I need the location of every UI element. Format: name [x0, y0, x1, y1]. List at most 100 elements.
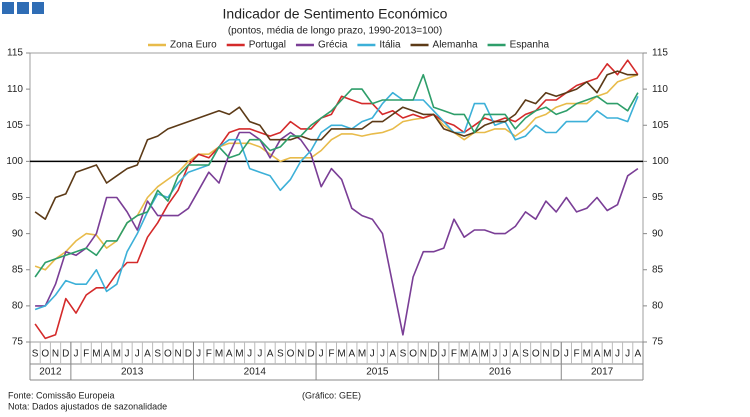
legend-label: Itália [379, 40, 401, 51]
chart-subtitle: (pontos, média de longo prazo, 1990-2013… [228, 26, 442, 37]
x-tick-label: M [92, 349, 100, 360]
x-tick-label: O [41, 349, 49, 360]
x-tick-label: M [460, 349, 468, 360]
x-tick-label: F [83, 349, 89, 360]
year-label: 2014 [244, 367, 267, 378]
logo-square [2, 2, 14, 14]
x-tick-label: D [185, 349, 192, 360]
series-line [34, 70, 638, 220]
legend-label: Zona Euro [170, 40, 217, 51]
series-line [35, 131, 639, 336]
y-tick-label: 100 [6, 156, 23, 167]
x-tick-label: J [492, 349, 497, 360]
chart-title: Indicador de Sentimento Económico [223, 6, 448, 22]
x-tick-label: J [319, 349, 324, 360]
x-tick-label: A [348, 349, 355, 360]
credit: (Gráfico: GEE) [302, 390, 361, 400]
x-tick-label: O [164, 349, 172, 360]
x-tick-label: S [522, 349, 529, 360]
logo-square [32, 2, 44, 14]
legend-label: Portugal [249, 40, 286, 51]
x-tick-label: N [297, 349, 304, 360]
x-tick-label: A [226, 349, 233, 360]
x-tick-label: J [247, 349, 252, 360]
x-tick-label: M [583, 349, 591, 360]
year-label: 2016 [489, 367, 512, 378]
y2-tick-label: 105 [652, 120, 669, 131]
x-tick-label: S [400, 349, 407, 360]
y2-tick-label: 95 [652, 192, 664, 203]
series-line [34, 73, 639, 278]
source: Fonte: Comissão Europeia [8, 390, 115, 400]
plot-frame [29, 52, 644, 343]
x-tick-label: F [206, 349, 212, 360]
year-label: 2017 [591, 367, 614, 378]
x-tick-label: O [287, 349, 295, 360]
x-tick-label: A [267, 349, 274, 360]
x-tick-label: D [553, 349, 560, 360]
logo-square [17, 2, 29, 14]
x-tick-label: F [328, 349, 334, 360]
x-tick-label: J [125, 349, 130, 360]
y-tick-label: 90 [12, 228, 24, 239]
x-tick-label: N [52, 349, 59, 360]
x-tick-label: A [471, 349, 478, 360]
x-tick-label: D [62, 349, 69, 360]
x-tick-label: J [564, 349, 569, 360]
y2-tick-label: 75 [652, 337, 664, 348]
series-line [34, 91, 639, 311]
y2-tick-label: 80 [652, 301, 664, 312]
legend-label: Espanha [510, 40, 550, 51]
x-tick-label: F [574, 349, 580, 360]
y-tick-label: 95 [12, 192, 24, 203]
x-tick-label: M [358, 349, 366, 360]
legend-label: Grécia [318, 40, 348, 51]
x-tick-label: J [615, 349, 620, 360]
y-tick-label: 110 [7, 84, 23, 95]
x-tick-label: M [215, 349, 223, 360]
x-tick-label: J [370, 349, 375, 360]
year-label: 2012 [39, 367, 62, 378]
x-tick-label: A [512, 349, 519, 360]
x-tick-label: S [154, 349, 161, 360]
y2-tick-label: 110 [652, 84, 668, 95]
x-tick-label: A [103, 349, 110, 360]
x-tick-label: M [235, 349, 243, 360]
x-tick-label: D [307, 349, 314, 360]
x-tick-label: A [594, 349, 601, 360]
y2-tick-label: 90 [652, 228, 664, 239]
x-tick-label: N [175, 349, 182, 360]
x-tick-label: M [603, 349, 611, 360]
note: Nota: Dados ajustados de sazonalidade [8, 401, 167, 411]
y-tick-label: 85 [12, 264, 24, 275]
x-tick-label: S [277, 349, 284, 360]
x-tick-label: S [32, 349, 39, 360]
x-tick-label: M [337, 349, 345, 360]
x-tick-label: M [113, 349, 121, 360]
legend-label: Alemanha [433, 40, 478, 51]
x-tick-label: J [503, 349, 508, 360]
x-tick-label: M [480, 349, 488, 360]
x-tick-label: J [196, 349, 201, 360]
x-tick-label: J [625, 349, 630, 360]
series-line [34, 59, 639, 340]
y2-tick-label: 85 [652, 264, 664, 275]
x-tick-label: O [409, 349, 417, 360]
x-tick-label: A [389, 349, 396, 360]
y-tick-label: 75 [12, 337, 24, 348]
x-tick-label: J [73, 349, 78, 360]
x-tick-label: O [532, 349, 540, 360]
x-tick-label: J [135, 349, 140, 360]
x-tick-label: A [635, 349, 642, 360]
year-label: 2013 [121, 367, 144, 378]
x-tick-label: D [430, 349, 437, 360]
y2-tick-label: 100 [652, 156, 669, 167]
x-tick-label: F [451, 349, 457, 360]
x-tick-label: N [542, 349, 549, 360]
y2-tick-label: 115 [652, 48, 668, 59]
x-tick-label: J [257, 349, 262, 360]
x-tick-label: J [441, 349, 446, 360]
y-tick-label: 105 [6, 120, 23, 131]
x-tick-label: N [420, 349, 427, 360]
